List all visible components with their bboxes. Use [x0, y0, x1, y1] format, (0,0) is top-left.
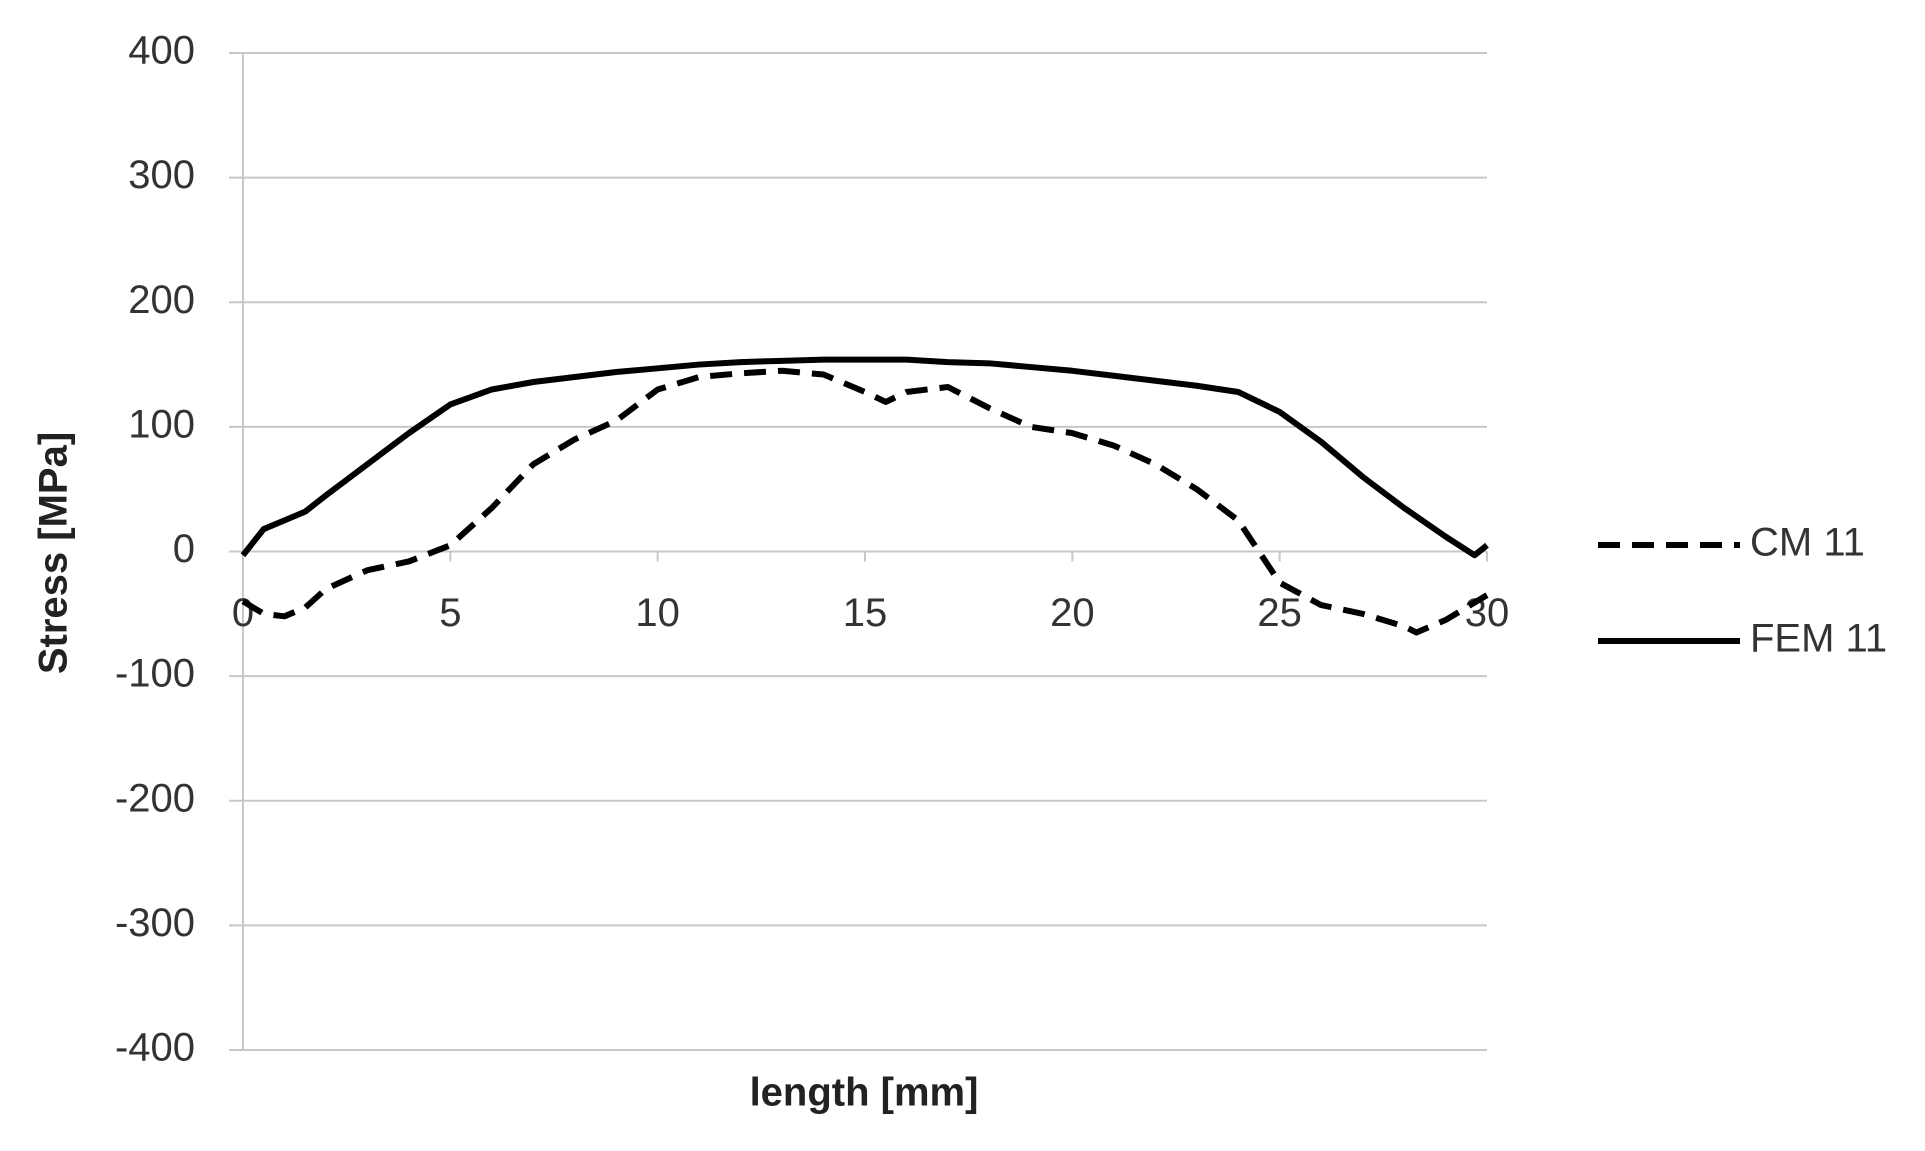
- y-tick-label: -400: [115, 1026, 195, 1070]
- series-line: [241, 367, 1489, 636]
- y-tick-label: 400: [128, 29, 195, 73]
- y-tick-label: -200: [115, 776, 195, 820]
- legend-label: FEM 11: [1750, 617, 1887, 661]
- y-tick-label: -300: [115, 901, 195, 945]
- x-tick-label: 25: [1257, 591, 1302, 635]
- legend-label: CM 11: [1750, 521, 1865, 565]
- y-tick-label: 200: [128, 278, 195, 322]
- y-tick-label: 0: [173, 527, 195, 571]
- y-tick-label: 100: [128, 402, 195, 446]
- x-tick-label: 15: [843, 591, 888, 635]
- x-tick-label: 5: [439, 591, 461, 635]
- series-line: [240, 356, 1489, 559]
- x-tick-label: 0: [232, 591, 254, 635]
- x-tick-label: 20: [1050, 591, 1095, 635]
- y-tick-label: 300: [128, 153, 195, 197]
- y-tick-label: -100: [115, 652, 195, 696]
- y-axis-title: Stress [MPa]: [32, 432, 76, 674]
- x-axis-title: length [mm]: [750, 1071, 979, 1115]
- x-tick-label: 10: [635, 591, 680, 635]
